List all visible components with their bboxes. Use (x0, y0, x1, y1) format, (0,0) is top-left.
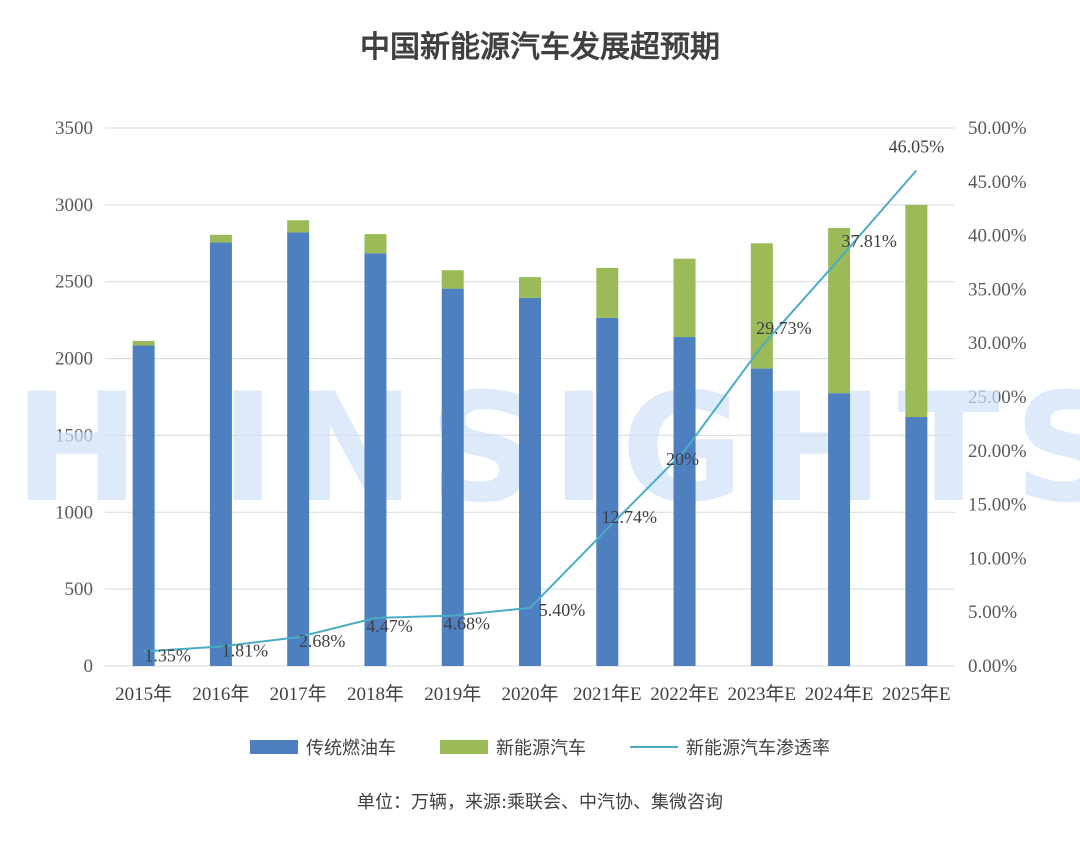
bar-nev (209, 234, 232, 243)
y-left-tick-label: 0 (84, 656, 94, 677)
y-right-tick-label: 0.00% (968, 656, 1017, 677)
y-right-tick-label: 40.00% (968, 226, 1027, 247)
y-left-tick-label: 500 (65, 579, 94, 600)
rate-line (143, 169, 918, 653)
y-left-tick-label: 3500 (55, 118, 93, 139)
bar-ice (596, 317, 619, 666)
x-tick-label: 2022年E (650, 683, 719, 705)
y-right-tick-label: 25.00% (968, 387, 1027, 408)
y-right-tick-label: 50.00% (968, 118, 1027, 139)
bar-nev (673, 258, 696, 338)
rate-data-label: 4.68% (443, 614, 490, 634)
rate-data-label: 4.47% (366, 616, 413, 636)
legend-item-ice: 传统燃油车 (250, 734, 396, 760)
bar-nev (287, 220, 310, 233)
x-tick-label: 2023年E (728, 683, 797, 705)
legend-swatch-rate (630, 746, 678, 748)
legend-label-nev: 新能源汽车 (496, 738, 586, 759)
rate-data-label: 37.81% (841, 231, 897, 251)
source-note: 单位：万辆，来源:乘联会、中汽协、集微咨询 (356, 792, 724, 813)
bar-ice (441, 288, 464, 666)
bar-ice (287, 232, 310, 667)
chart-plot: 0 500 1000 1500 2000 2500 3000 3500 0.00% 5.00% 10… (0, 118, 1080, 705)
bar-ice (905, 416, 928, 666)
y-right-tick-label: 30.00% (968, 333, 1027, 354)
legend-item-rate: 新能源汽车渗透率 (630, 734, 830, 760)
bar-ice (828, 393, 851, 666)
x-tick-label: 2017年 (270, 683, 327, 705)
y-left-tick-label: 3000 (55, 195, 93, 216)
bar-ice (364, 253, 387, 666)
x-tick-label: 2021年E (573, 683, 642, 705)
bar-nev (364, 234, 387, 254)
bar-nev (596, 267, 619, 318)
chart-legend: 传统燃油车 新能源汽车 新能源汽车渗透率 (0, 734, 1080, 760)
y-right-tick-label: 5.00% (968, 602, 1017, 623)
rate-data-label: 1.35% (144, 645, 191, 665)
rate-data-label: 5.40% (539, 600, 586, 620)
rate-data-label: 12.74% (602, 507, 658, 527)
bar-ice (209, 242, 232, 666)
rate-data-label: 1.81% (222, 641, 269, 661)
bar-ice (519, 297, 541, 666)
y-right-tick-label: 35.00% (968, 279, 1027, 300)
bar-nev (519, 277, 541, 298)
x-tick-label: 2015年 (115, 683, 172, 705)
y-right-tick-label: 10.00% (968, 548, 1027, 569)
legend-label-rate: 新能源汽车渗透率 (686, 738, 830, 759)
legend-swatch-ice (250, 740, 298, 754)
bar-nev (828, 227, 851, 394)
rate-data-label: 20% (666, 449, 699, 469)
bar-ice (132, 345, 155, 666)
bar-nev (750, 243, 773, 369)
legend-swatch-nev (440, 740, 488, 754)
bar-ice (673, 337, 696, 666)
x-tick-label: 2024年E (805, 683, 874, 705)
y-right-tick-label: 20.00% (968, 441, 1027, 462)
legend-label-ice: 传统燃油车 (306, 738, 396, 759)
rate-data-label: 2.68% (299, 631, 346, 651)
y-left-tick-label: 1000 (55, 502, 93, 523)
bar-nev (132, 340, 155, 346)
y-right-tick-label: 45.00% (968, 172, 1027, 193)
bar-nev (905, 204, 928, 417)
y-left-tick-label: 2500 (55, 272, 93, 293)
rate-data-label: 46.05% (889, 137, 945, 157)
x-tick-label: 2018年 (347, 683, 404, 705)
chart-title: 中国新能源汽车发展超预期 (360, 30, 720, 65)
y-right-tick-label: 15.00% (968, 495, 1027, 516)
x-tick-label: 2020年 (501, 683, 558, 705)
x-tick-label: 2025年E (882, 683, 951, 705)
x-tick-label: 2019年 (424, 683, 481, 705)
x-tick-label: 2016年 (192, 683, 249, 705)
legend-item-nev: 新能源汽车 (440, 734, 586, 760)
y-left-tick-label: 2000 (55, 349, 93, 370)
bar-ice (750, 368, 773, 666)
rate-data-label: 29.73% (756, 318, 812, 338)
bar-nev (441, 270, 464, 289)
y-left-tick-label: 1500 (55, 425, 93, 446)
